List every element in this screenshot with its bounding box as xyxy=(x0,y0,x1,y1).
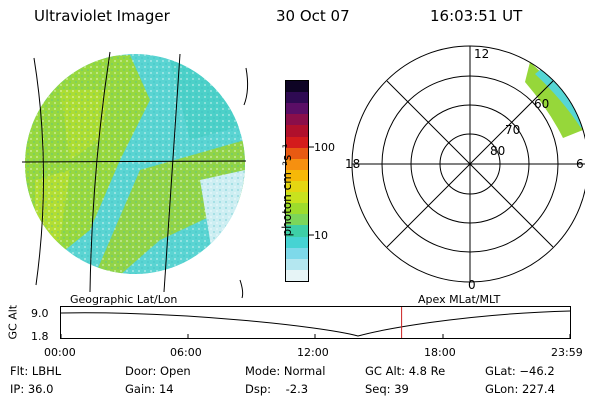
status-glon: GLon: 227.4 xyxy=(485,382,555,396)
polar-plot: 12 18 6 0 60 70 80 xyxy=(345,45,585,292)
date-label: 30 Oct 07 xyxy=(276,7,350,25)
geographic-image xyxy=(21,51,249,299)
colorbar-swatch xyxy=(286,214,308,226)
colorbar-swatch xyxy=(286,258,308,270)
aurora-image xyxy=(25,54,245,274)
status-mode: Mode: Normal xyxy=(245,364,326,378)
orbit-frame xyxy=(60,306,571,339)
colorbar-swatch xyxy=(286,192,308,204)
status-gain: Gain: 14 xyxy=(125,382,174,396)
colorbar-swatch xyxy=(286,203,308,215)
status-glat: GLat: −46.2 xyxy=(485,364,555,378)
colorbar-swatch xyxy=(286,181,308,193)
orbit-xtick-0: 00:00 xyxy=(44,346,76,359)
status-gc-alt: GC Alt: 4.8 Re xyxy=(365,364,446,378)
apex-caption: Apex MLat/MLT xyxy=(418,293,501,306)
geographic-grid xyxy=(21,51,249,299)
colorbar-swatch xyxy=(286,92,308,104)
status-filter: Flt: LBHL xyxy=(10,364,62,378)
geographic-caption: Geographic Lat/Lon xyxy=(70,293,178,306)
colorbar-swatch xyxy=(286,147,308,159)
polar-diagonal-b xyxy=(386,80,554,248)
mlt-label-18: 18 xyxy=(345,157,360,171)
colorbar-swatch xyxy=(286,103,308,115)
time-label: 16:03:51 UT xyxy=(430,7,523,25)
status-ip: IP: 36.0 xyxy=(10,382,54,396)
mlat-label-70: 70 xyxy=(505,123,520,137)
colorbar-swatch xyxy=(286,269,308,281)
orbit-ylabel: GC Alt xyxy=(6,304,20,340)
colorbar xyxy=(285,80,309,282)
mlt-label-6: 6 xyxy=(576,157,584,171)
colorbar-swatch xyxy=(286,114,308,126)
orbit-altitude-curve xyxy=(60,310,571,337)
status-dsp: Dsp: -2.3 xyxy=(245,382,309,396)
mlat-label-80: 80 xyxy=(490,144,505,158)
colorbar-swatch xyxy=(286,158,308,170)
orbit-xtick-2: 12:00 xyxy=(297,346,329,359)
orbit-xtick-1: 06:00 xyxy=(170,346,202,359)
orbit-plot xyxy=(60,306,571,339)
orbit-xtick-4: 23:59 xyxy=(551,346,583,359)
mlat-label-60: 60 xyxy=(534,97,549,111)
colorbar-tick-100: 100 xyxy=(314,141,335,154)
colorbar-swatch xyxy=(286,125,308,137)
status-door: Door: Open xyxy=(125,364,191,378)
orbit-ytick-bottom: 1.8 xyxy=(31,330,49,343)
mlt-label-0: 0 xyxy=(468,278,476,292)
colorbar-swatch xyxy=(286,247,308,259)
colorbar-swatch xyxy=(286,236,308,248)
orbit-ytick-top: 9.0 xyxy=(31,307,49,320)
colorbar-unit: photon cm⁻²s⁻¹ xyxy=(280,143,294,237)
mlt-label-12: 12 xyxy=(474,47,489,61)
colorbar-swatch xyxy=(286,225,308,237)
polar-aurora xyxy=(525,62,585,138)
colorbar-swatch xyxy=(286,81,308,93)
colorbar-tick-10: 10 xyxy=(314,229,328,242)
colorbar-swatch xyxy=(286,169,308,182)
status-seq: Seq: 39 xyxy=(365,382,409,396)
colorbar-ticks xyxy=(308,146,314,236)
orbit-xtick-3: 18:00 xyxy=(424,346,456,359)
colorbar-swatch xyxy=(286,136,308,148)
instrument-title: Ultraviolet Imager xyxy=(34,7,170,25)
